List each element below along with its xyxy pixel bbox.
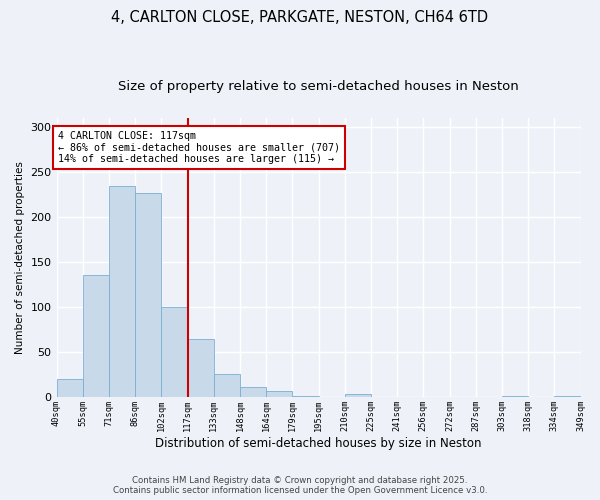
Bar [109,186,135,397]
Bar [56,379,83,397]
Y-axis label: Number of semi-detached properties: Number of semi-detached properties [15,161,25,354]
Title: Size of property relative to semi-detached houses in Neston: Size of property relative to semi-detach… [118,80,519,93]
Bar [214,374,240,397]
Bar [135,194,161,397]
Bar [83,276,109,397]
Bar [266,391,292,397]
X-axis label: Distribution of semi-detached houses by size in Neston: Distribution of semi-detached houses by … [155,437,482,450]
Bar [188,338,214,397]
Text: 4 CARLTON CLOSE: 117sqm
← 86% of semi-detached houses are smaller (707)
14% of s: 4 CARLTON CLOSE: 117sqm ← 86% of semi-de… [58,132,340,164]
Text: 4, CARLTON CLOSE, PARKGATE, NESTON, CH64 6TD: 4, CARLTON CLOSE, PARKGATE, NESTON, CH64… [112,10,488,25]
Bar [292,396,319,397]
Bar [345,394,371,397]
Bar [502,396,528,397]
Bar [161,307,188,397]
Text: Contains HM Land Registry data © Crown copyright and database right 2025.
Contai: Contains HM Land Registry data © Crown c… [113,476,487,495]
Bar [240,388,266,397]
Bar [554,396,580,397]
